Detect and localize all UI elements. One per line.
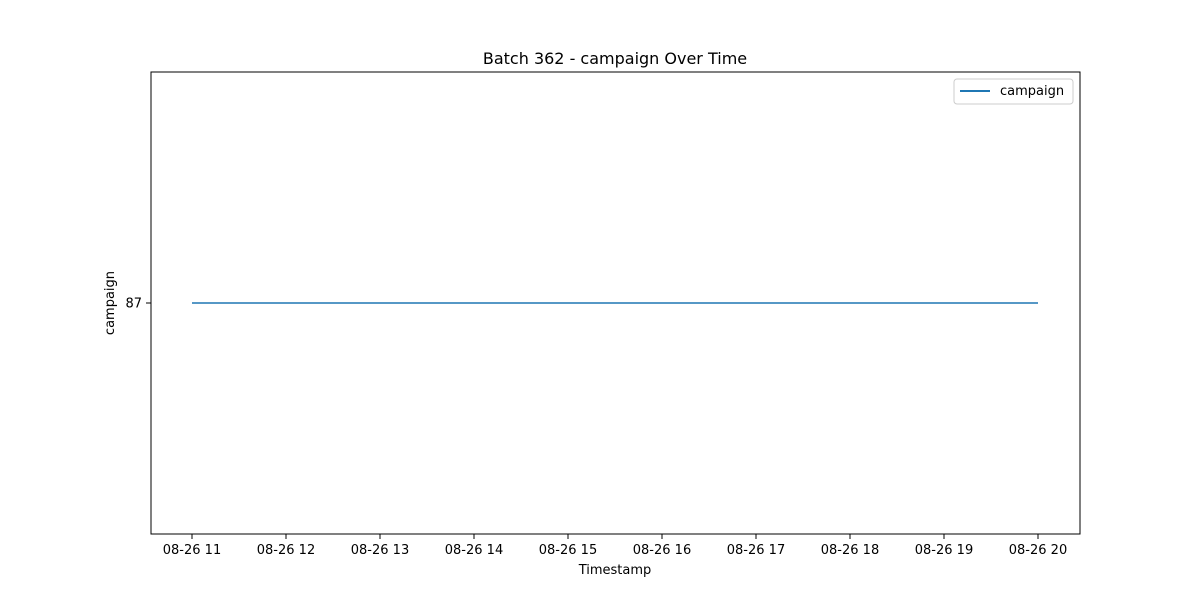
data-point	[473, 302, 475, 304]
x-axis-title: Timestamp	[578, 563, 652, 578]
x-tick-label: 08-26 20	[1009, 543, 1067, 558]
x-tick-label: 08-26 12	[257, 543, 315, 558]
x-tick-label: 08-26 15	[539, 543, 597, 558]
data-point	[285, 302, 287, 304]
data-point	[379, 302, 381, 304]
x-tick-label: 08-26 19	[915, 543, 973, 558]
legend: campaign	[953, 78, 1074, 105]
x-tick-label: 08-26 17	[727, 543, 785, 558]
legend-label: campaign	[1000, 84, 1064, 99]
legend-box	[953, 78, 1074, 105]
data-point	[943, 302, 945, 304]
y-tick-label: 87	[125, 297, 142, 312]
x-tick-label: 08-26 14	[445, 543, 503, 558]
data-point	[755, 302, 757, 304]
data-point	[191, 302, 193, 304]
data-point	[661, 302, 663, 304]
data-point	[849, 302, 851, 304]
data-point	[1037, 302, 1039, 304]
x-tick-label: 08-26 11	[163, 543, 221, 558]
x-axis: 08-26 11 08-26 12 08-26 13 08-26 14 08-26 15…	[163, 534, 1067, 558]
x-tick-label: 08-26 13	[351, 543, 409, 558]
y-axis: 87	[125, 297, 151, 312]
series-layer	[191, 302, 1039, 304]
x-tick-label: 08-26 16	[633, 543, 691, 558]
data-point	[567, 302, 569, 304]
chart-title: Batch 362 - campaign Over Time	[483, 49, 747, 68]
x-tick-label: 08-26 18	[821, 543, 879, 558]
y-axis-title: campaign	[103, 271, 118, 335]
